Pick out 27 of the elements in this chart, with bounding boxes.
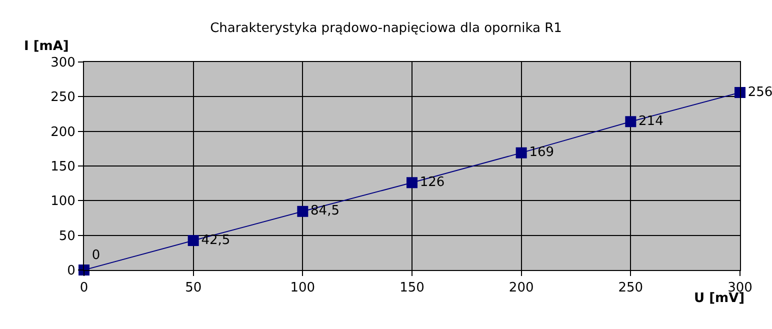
x-tick-label: 200 (508, 280, 534, 296)
y-tick-label: 0 (67, 264, 76, 279)
y-tick-label: 200 (50, 124, 76, 140)
data-label: 214 (638, 114, 664, 129)
data-label: 84,5 (310, 204, 340, 219)
point (625, 116, 636, 128)
data-label: 126 (420, 174, 445, 190)
y-tick-label: 50 (58, 228, 76, 244)
point (406, 177, 418, 188)
y-tick-label: 300 (50, 56, 76, 71)
y-tick-label: 150 (50, 160, 76, 175)
x-tick-label: 50 (185, 280, 202, 296)
chart-title: Charakterystyka prądowo-napięciowa dla opornika R1 (210, 21, 562, 36)
x-tick-label: 100 (290, 280, 316, 296)
data-label: 256 (748, 84, 772, 100)
point (297, 206, 308, 217)
point (734, 87, 746, 98)
data-label: 0 (92, 248, 100, 263)
data-label: 169 (529, 145, 554, 160)
point (188, 235, 199, 246)
y-axis-title: I [mA] (24, 39, 69, 54)
x-tick-label: 250 (618, 280, 644, 296)
point (516, 147, 527, 158)
x-tick-label: 0 (80, 280, 88, 296)
y-tick-label: 100 (50, 194, 76, 210)
y-tick-label: 250 (50, 90, 76, 106)
x-tick-label: 150 (400, 280, 424, 296)
